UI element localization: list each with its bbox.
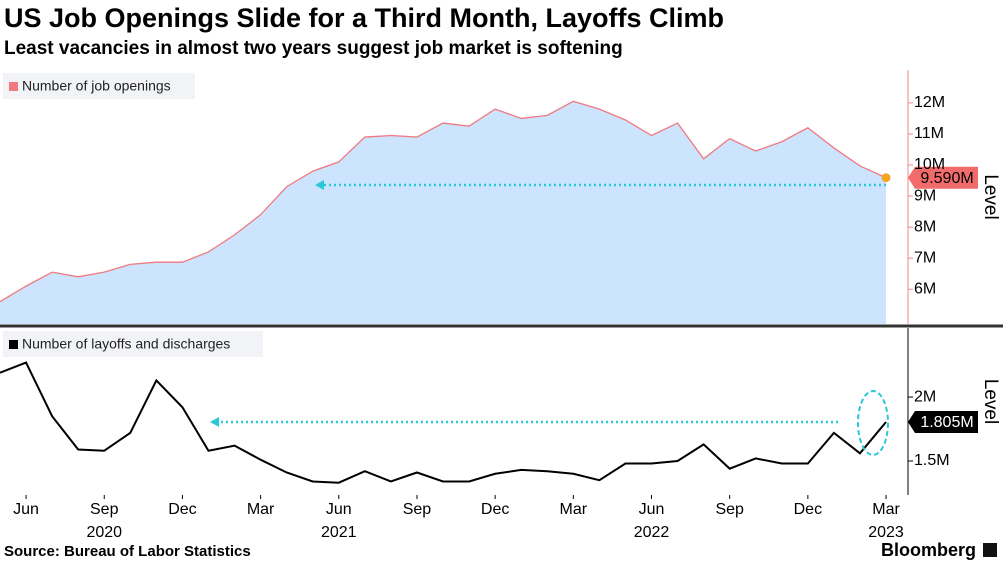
- x-tick-label: Mar: [560, 501, 588, 518]
- line: [0, 100, 887, 303]
- y-tick-label: 1.5M: [914, 452, 950, 469]
- legend-swatch: [9, 340, 18, 349]
- x-tick-label: Dec: [168, 501, 196, 518]
- value-tag: [908, 410, 978, 433]
- legend-label: Number of job openings: [22, 78, 171, 94]
- legend-label: Number of layoffs and discharges: [22, 336, 230, 352]
- y-tick-label: 10M: [914, 156, 945, 173]
- x-year-label: 2020: [86, 524, 122, 541]
- x-tick-label: Sep: [403, 501, 432, 518]
- y-tick-label: 2M: [914, 388, 936, 405]
- y-axis-label: Level: [980, 379, 1001, 424]
- x-tick-label: Dec: [794, 501, 822, 518]
- x-tick-label: Dec: [481, 501, 509, 518]
- y-tick-label: 9M: [914, 187, 936, 204]
- legend-swatch: [9, 82, 18, 91]
- x-tick-label: Mar: [247, 501, 275, 518]
- arrow-head: [315, 180, 324, 190]
- annotation-ellipse: [857, 390, 889, 456]
- value-label: 9.590M: [920, 170, 973, 187]
- x-tick-label: Sep: [715, 501, 744, 518]
- legend-box: [3, 331, 263, 357]
- y-axis-label: Level: [980, 174, 1001, 219]
- x-year-label: 2022: [634, 524, 670, 541]
- chart-subtitle: Least vacancies in almost two years sugg…: [4, 38, 623, 59]
- end-dot: [881, 173, 891, 183]
- area: [0, 101, 887, 325]
- y-tick-label: 6M: [914, 280, 936, 297]
- line: [0, 361, 887, 484]
- x-tick-label: Jun: [639, 501, 665, 518]
- arrow-head: [210, 417, 219, 427]
- x-tick-label: Mar: [872, 501, 900, 518]
- x-year-label: 2021: [321, 524, 357, 541]
- y-tick-label: 11M: [914, 125, 944, 142]
- brand: Bloomberg: [881, 540, 976, 560]
- source: Source: Bureau of Labor Statistics: [4, 543, 251, 560]
- y-tick-label: 12M: [914, 94, 945, 111]
- value-tag: [908, 166, 978, 189]
- y-tick-label: 7M: [914, 249, 936, 266]
- x-year-label: 2023: [868, 524, 904, 541]
- x-tick-label: Sep: [90, 501, 119, 518]
- chart-title: US Job Openings Slide for a Third Month,…: [4, 3, 724, 33]
- x-tick-label: Jun: [326, 501, 352, 518]
- y-tick-label: 8M: [914, 218, 936, 235]
- legend-box: [3, 73, 195, 99]
- x-tick-label: Jun: [13, 501, 39, 518]
- brand-icon: [983, 543, 997, 557]
- value-label: 1.805M: [920, 414, 973, 431]
